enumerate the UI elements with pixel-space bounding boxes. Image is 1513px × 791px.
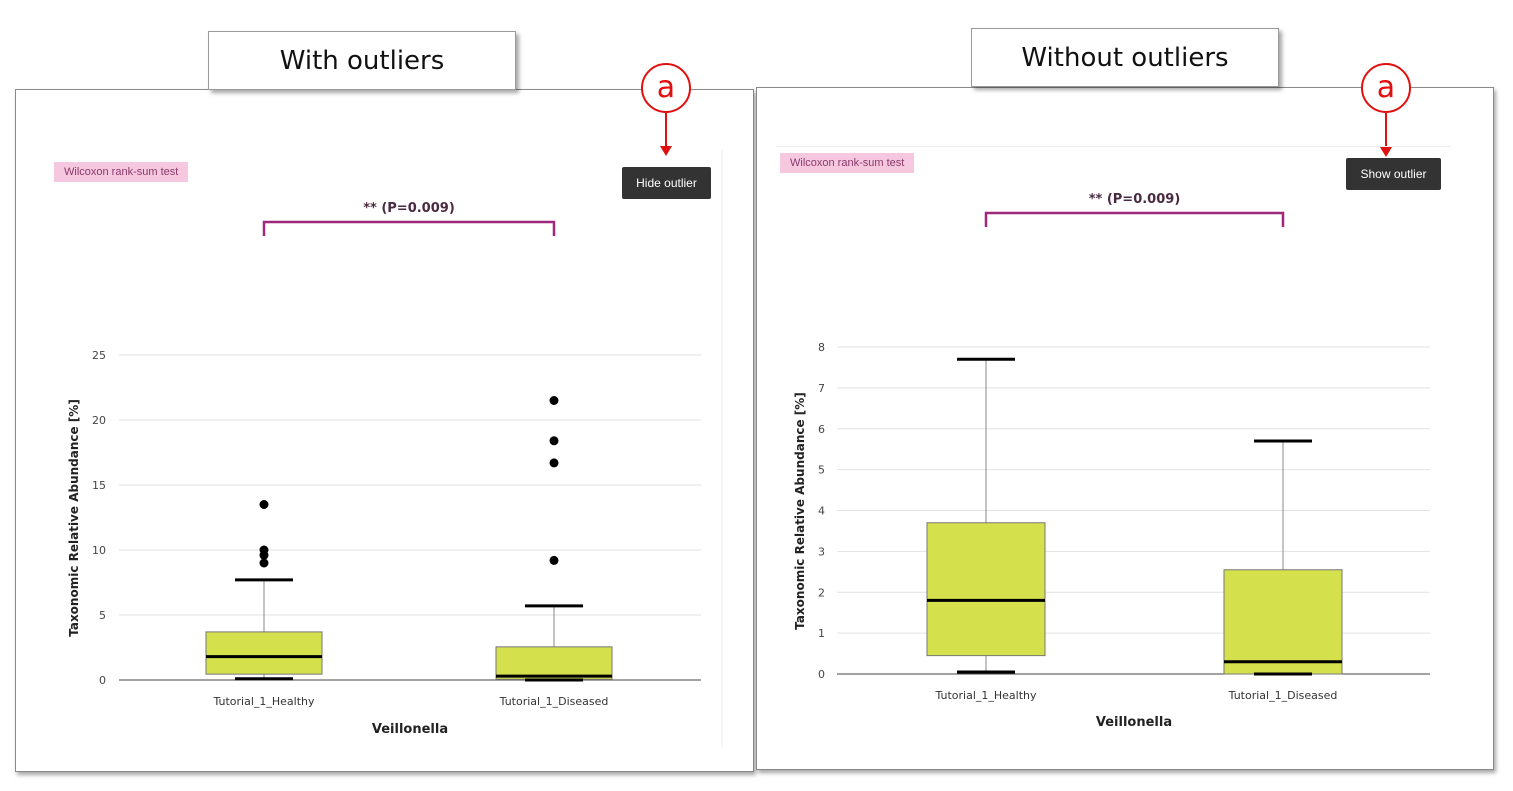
y-tick-label: 8 [818,341,825,354]
test-badge: Wilcoxon rank-sum test [54,162,189,182]
y-tick-label: 0 [99,674,106,687]
test-badge: Wilcoxon rank-sum test [780,153,915,173]
annotation-arrow [665,113,667,147]
y-tick-label: 5 [99,609,106,622]
box-iqr [495,646,613,680]
show-outlier-button[interactable]: Show outlier [1346,158,1441,190]
hide-outlier-button[interactable]: Hide outlier [622,167,711,199]
y-axis-title: Taxonomic Relative Abundance [%] [793,392,807,630]
x-category-label: Tutorial_1_Diseased [499,695,609,708]
outlier-point [259,545,269,555]
outlier-point [549,436,559,446]
annotation-marker-a: a [641,63,691,113]
x-category-label: Tutorial_1_Diseased [1228,689,1338,702]
y-tick-label: 7 [818,382,825,395]
y-tick-label: 5 [818,464,825,477]
significance-label: ** (P=0.009) [363,201,455,216]
y-tick-label: 0 [818,668,825,681]
y-axis-title: Taxonomic Relative Abundance [%] [67,399,81,637]
significance-bracket [984,211,1285,227]
divider [776,146,1451,147]
chart-panel-with-outliers [15,89,754,772]
panel-caption-without-outliers: Without outliers [971,28,1279,87]
significance-bracket [262,220,556,236]
x-category-label: Tutorial_1_Healthy [212,695,315,708]
y-tick-label: 1 [818,627,825,640]
panel-caption-with-outliers: With outliers [208,31,516,90]
annotation-marker-a: a [1361,63,1411,113]
x-category-label: Tutorial_1_Healthy [934,689,1037,702]
annotation-arrow [1385,113,1387,148]
box-iqr [926,522,1046,657]
outlier-point [549,555,559,565]
outlier-point [259,500,269,509]
annotation-arrow-head [660,146,672,156]
y-tick-label: 3 [818,545,825,558]
annotation-arrow-head [1380,147,1392,157]
y-tick-label: 6 [818,423,825,436]
box-iqr [1223,569,1343,675]
box-iqr [205,631,323,675]
y-tick-label: 25 [92,349,106,362]
y-tick-label: 10 [92,544,106,557]
outlier-point [259,558,269,568]
y-tick-label: 4 [818,505,825,518]
x-axis-title: Veillonella [372,722,448,737]
x-axis-title: Veillonella [1096,715,1172,730]
y-tick-label: 20 [92,414,106,427]
outlier-point [549,458,559,468]
outlier-point [549,396,559,405]
y-tick-label: 15 [92,479,106,492]
y-tick-label: 2 [818,586,825,599]
significance-label: ** (P=0.009) [1089,192,1181,207]
